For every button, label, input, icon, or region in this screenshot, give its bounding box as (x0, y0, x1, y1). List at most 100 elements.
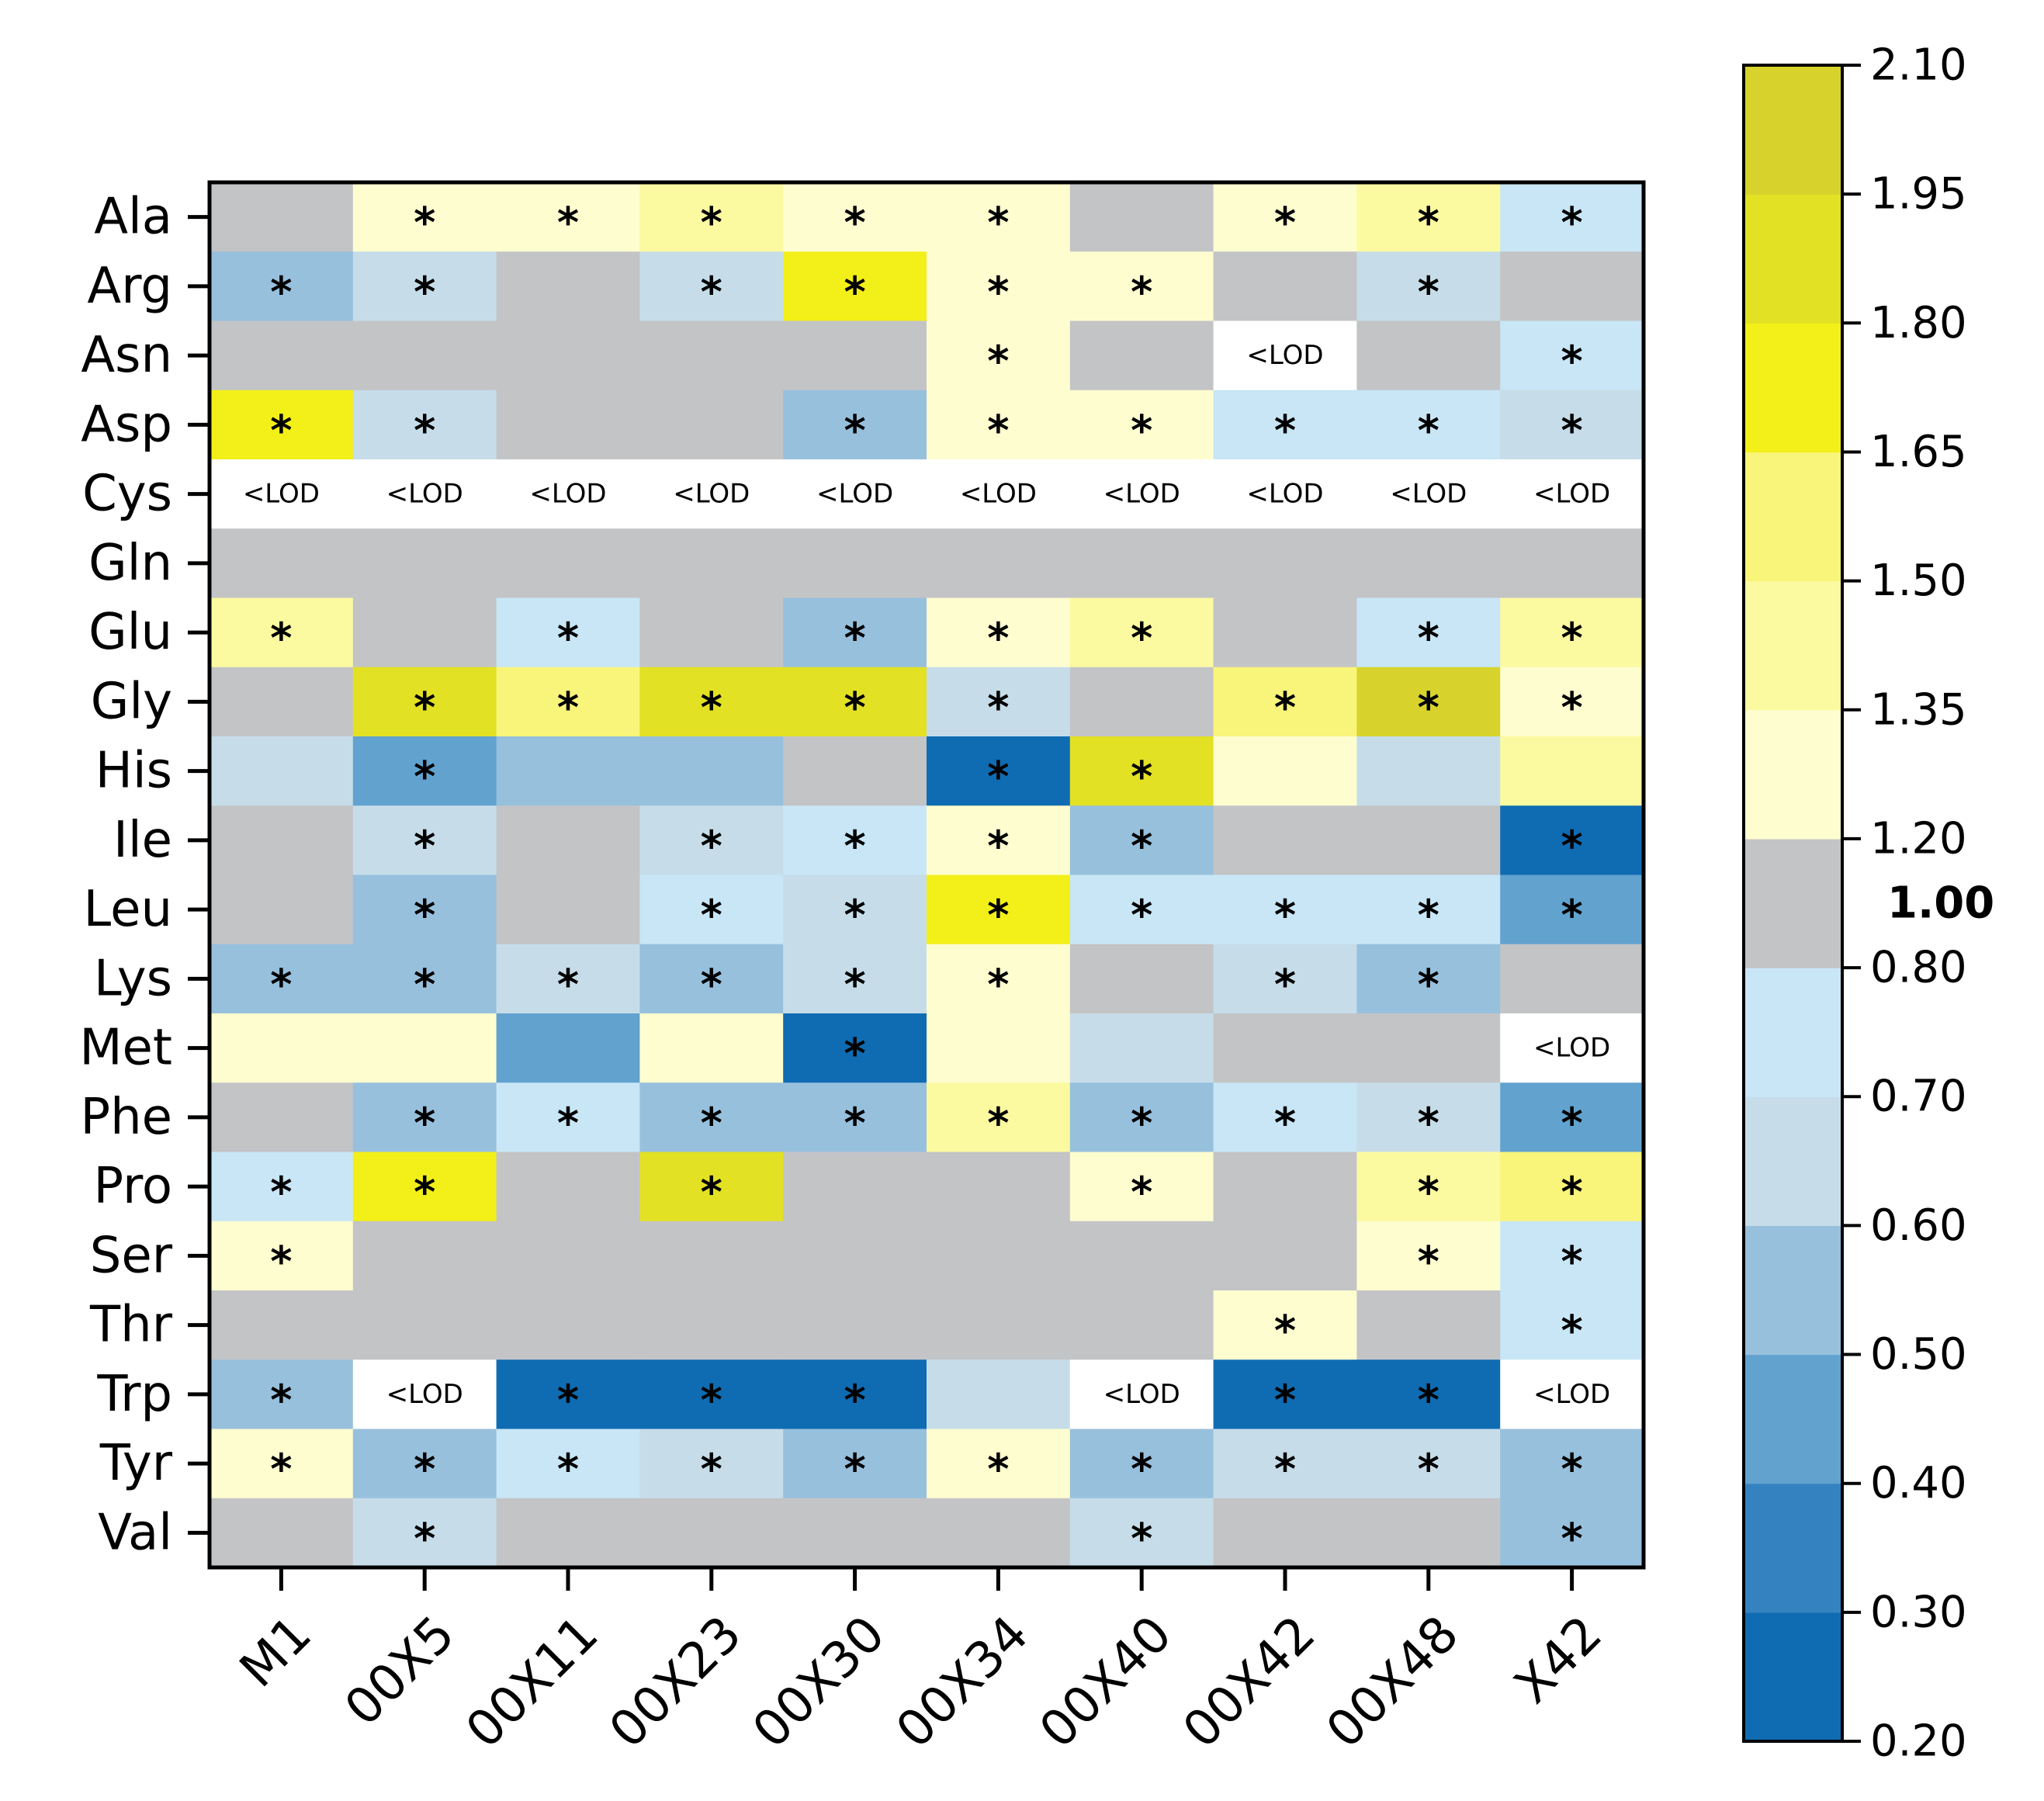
cell-Gln-00X42 (1213, 528, 1357, 599)
cell-Val-X42 (1500, 1498, 1644, 1568)
cell-Phe-00X5 (352, 1082, 497, 1153)
cell-Met-00X23 (639, 1013, 784, 1083)
cell-Glu-00X23 (639, 597, 784, 668)
significance-star: * (701, 199, 722, 248)
cell-Leu-00X30 (783, 875, 927, 945)
colorbar-bin-1.80 (1744, 194, 1842, 324)
colorbar-bin-0.60 (1744, 1096, 1842, 1226)
cell-Glu-00X11 (496, 597, 640, 668)
row-label-Asp: Asp (81, 396, 172, 453)
cell-Asp-X42 (1500, 390, 1644, 460)
cell-Pro-00X23 (639, 1152, 784, 1222)
cell-Thr-M1 (210, 1290, 354, 1360)
row-label-Val: Val (98, 1504, 172, 1561)
column-axis: M1 00X500X1100X2300X3000X3400X4000X4200X4… (230, 1567, 1613, 1759)
cell-Cys-X42 (1500, 459, 1644, 529)
colorbar-bin-1.35 (1744, 580, 1842, 711)
cell-Phe-00X11 (496, 1082, 640, 1153)
cell-Gln-00X34 (927, 528, 1071, 599)
significance-star: * (270, 614, 292, 663)
colorbar-bin-0.30 (1744, 1483, 1842, 1613)
cell-Leu-00X23 (639, 875, 784, 945)
significance-star: * (1561, 1445, 1582, 1494)
cell-Lys-X42 (1500, 944, 1644, 1014)
significance-star: * (270, 268, 292, 317)
row-label-Thr: Thr (89, 1297, 173, 1354)
cell-Asn-00X11 (496, 320, 640, 391)
cell-Leu-M1 (210, 875, 354, 945)
cell-Pro-00X34 (927, 1152, 1071, 1222)
cell-Phe-X42 (1500, 1082, 1644, 1153)
cell-Met-00X42 (1213, 1013, 1357, 1083)
row-label-Glu: Glu (88, 604, 172, 661)
cell-Asp-00X11 (496, 390, 640, 460)
cell-Met-X42 (1500, 1013, 1644, 1083)
cell-Arg-00X11 (496, 251, 640, 322)
cell-Lys-00X42 (1213, 944, 1357, 1014)
cell-Phe-00X42 (1213, 1082, 1357, 1153)
cell-His-00X40 (1069, 736, 1214, 806)
significance-star: * (701, 268, 722, 317)
cell-Val-00X11 (496, 1498, 640, 1568)
cell-Val-00X42 (1213, 1498, 1357, 1568)
significance-star: * (1131, 268, 1152, 317)
column-label-00X23: 00X23 (599, 1605, 753, 1759)
colorbar-tick-label: 1.95 (1870, 169, 1967, 220)
cell-Tyr-00X5 (352, 1429, 497, 1499)
colorbar-tick-label: 0.80 (1870, 943, 1967, 993)
row-label-Ser: Ser (90, 1227, 173, 1284)
cell-Pro-00X40 (1069, 1152, 1214, 1222)
cell-Thr-00X42 (1213, 1290, 1357, 1360)
cell-Lys-00X11 (496, 944, 640, 1014)
significance-star: * (844, 268, 865, 317)
cell-Tyr-00X23 (639, 1429, 784, 1499)
lod-label: <LOD (243, 479, 320, 510)
significance-star: * (701, 822, 722, 871)
cell-Lys-00X40 (1069, 944, 1214, 1014)
significance-star: * (1274, 406, 1296, 455)
lod-label: <LOD (1533, 479, 1610, 510)
significance-star: * (987, 1445, 1009, 1494)
lod-label: <LOD (816, 479, 893, 510)
significance-star: * (987, 268, 1009, 317)
significance-star: * (1418, 268, 1439, 317)
cell-Cys-00X42 (1213, 459, 1357, 529)
cell-Trp-00X30 (783, 1359, 927, 1430)
significance-star: * (1418, 1168, 1439, 1217)
cell-Ala-00X40 (1069, 182, 1214, 252)
significance-star: * (414, 1445, 435, 1494)
significance-star: * (270, 1445, 292, 1494)
cell-Tyr-00X48 (1356, 1429, 1501, 1499)
significance-star: * (414, 1514, 435, 1563)
row-label-Phe: Phe (80, 1089, 172, 1146)
cell-Trp-00X11 (496, 1359, 640, 1430)
row-label-Arg: Arg (87, 258, 172, 315)
cell-Cys-00X40 (1069, 459, 1214, 529)
cell-Val-00X23 (639, 1498, 784, 1568)
cell-Arg-00X34 (927, 251, 1071, 322)
cell-Arg-00X48 (1356, 251, 1501, 322)
cell-Val-00X34 (927, 1498, 1071, 1568)
significance-star: * (987, 199, 1009, 248)
significance-star: * (844, 406, 865, 455)
significance-star: * (1418, 614, 1439, 663)
cell-Asp-00X34 (927, 390, 1071, 460)
significance-star: * (1131, 891, 1152, 940)
cell-Ser-00X42 (1213, 1221, 1357, 1291)
cell-Leu-00X34 (927, 875, 1071, 945)
cell-Lys-00X30 (783, 944, 927, 1014)
cell-Gly-00X42 (1213, 667, 1357, 737)
row-label-Trp: Trp (96, 1366, 172, 1423)
cell-Tyr-00X34 (927, 1429, 1071, 1499)
colorbar-bin-1.65 (1744, 323, 1842, 453)
significance-star: * (1418, 960, 1439, 1009)
cell-Ser-00X48 (1356, 1221, 1501, 1291)
significance-star: * (557, 683, 579, 732)
cell-Tyr-00X11 (496, 1429, 640, 1499)
cell-Arg-X42 (1500, 251, 1644, 322)
significance-star: * (1274, 1307, 1296, 1356)
cell-Asn-00X23 (639, 320, 784, 391)
cell-Val-00X30 (783, 1498, 927, 1568)
row-label-Gly: Gly (91, 673, 172, 730)
significance-star: * (1561, 1168, 1582, 1217)
